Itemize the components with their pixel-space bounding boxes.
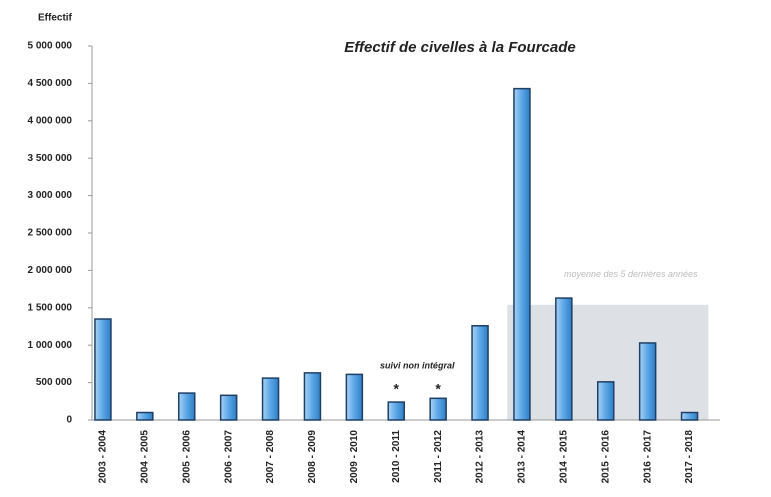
bar [429, 397, 447, 421]
y-tick-label: 4 500 000 [28, 78, 73, 89]
y-tick-label: 2 500 000 [28, 228, 73, 239]
annotation-marker: * [435, 381, 441, 397]
y-tick-label: 1 500 000 [28, 302, 73, 313]
bar [345, 373, 364, 421]
x-tick-label: 2012 - 2013 [475, 430, 486, 484]
bar [387, 401, 405, 421]
average-label: moyenne des 5 dernières années [564, 269, 698, 279]
bar [597, 381, 615, 421]
y-tick-label: 3 500 000 [28, 153, 73, 164]
y-tick-label: 2 000 000 [28, 265, 73, 276]
x-tick-label: 2010 - 2011 [391, 430, 402, 483]
x-tick-label: 2017 - 2018 [684, 430, 695, 484]
bar [638, 342, 657, 421]
annotation-marker: * [394, 381, 400, 397]
chart-title: Effectif de civelles à la Fourcade [344, 39, 576, 56]
x-tick-label: 2008 - 2009 [307, 430, 318, 484]
bar [136, 411, 154, 421]
x-tick-label: 2014 - 2015 [558, 430, 569, 484]
x-tick-label: 2003 - 2004 [98, 430, 109, 484]
x-tick-label: 2013 - 2014 [517, 430, 528, 484]
x-tick-label: 2009 - 2010 [349, 430, 360, 484]
x-tick-label: 2011 - 2012 [433, 430, 444, 483]
bar [555, 297, 573, 421]
y-axis-title: Effectif [38, 13, 73, 24]
x-tick-label: 2004 - 2005 [139, 430, 150, 484]
x-tick-label: 2006 - 2007 [223, 430, 234, 484]
bar [94, 318, 112, 421]
y-tick-label: 1 000 000 [28, 340, 73, 351]
y-tick-label: 0 [66, 415, 72, 426]
y-tick-label: 4 000 000 [28, 115, 73, 126]
bar [178, 392, 196, 421]
x-tick-label: 2005 - 2006 [181, 430, 192, 484]
annotation-text: suivi non intégral [380, 360, 455, 370]
bar [303, 372, 322, 421]
x-tick-label: 2007 - 2008 [265, 430, 276, 484]
y-tick-label: 3 000 000 [28, 190, 73, 201]
bar [219, 394, 238, 421]
bar [261, 377, 280, 421]
y-tick-label: 500 000 [36, 377, 73, 388]
bar [680, 411, 699, 421]
x-tick-label: 2016 - 2017 [642, 430, 653, 484]
y-tick-label: 5 000 000 [28, 41, 73, 52]
x-tick-label: 2015 - 2016 [600, 430, 611, 484]
bar [513, 87, 531, 421]
bar [471, 325, 489, 421]
